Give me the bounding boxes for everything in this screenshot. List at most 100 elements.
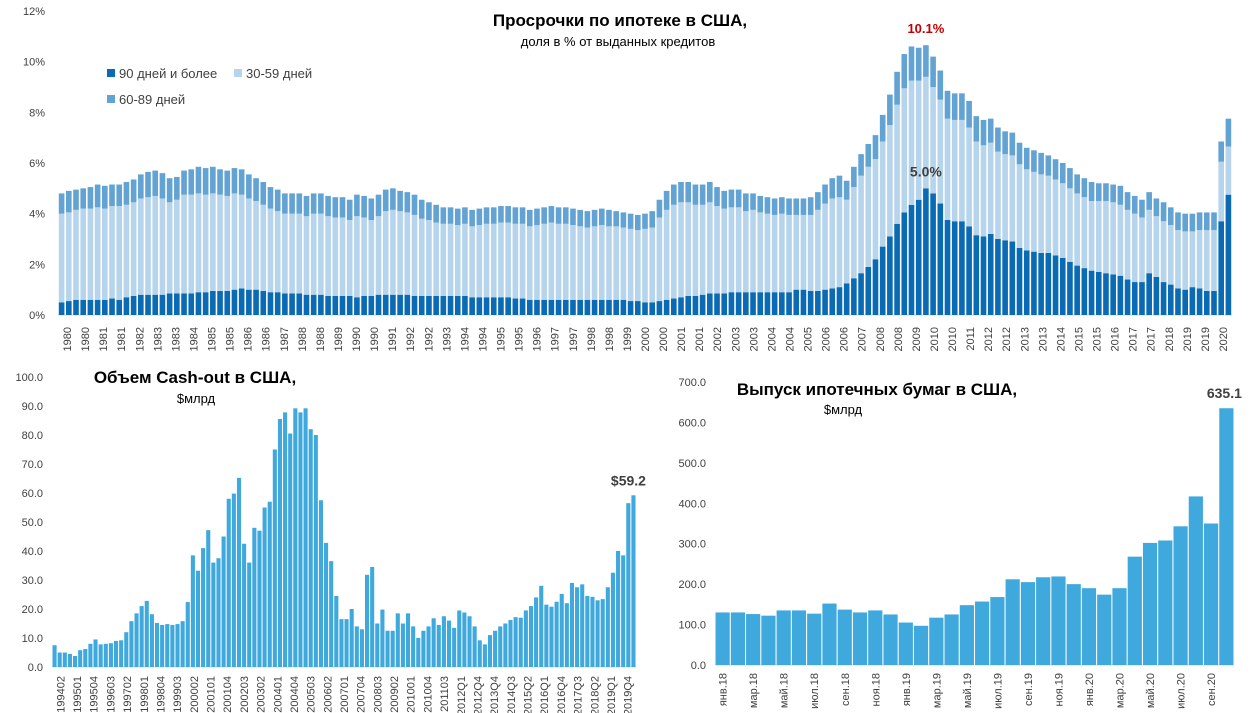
cashout-x-tick: 199903 [172, 676, 184, 713]
mbs-y-tick: 400.0 [678, 498, 706, 510]
bar-90-plus [764, 292, 771, 315]
bar-60-89 [1139, 199, 1145, 218]
cashout-x-tick: 199603 [105, 676, 117, 713]
bar-30-59 [1081, 197, 1088, 269]
bar-90-plus [303, 294, 310, 315]
cashout-bar [539, 585, 544, 667]
cashout-bar [252, 527, 257, 667]
bar-30-59 [483, 223, 490, 298]
bar-30-59 [73, 209, 79, 300]
cashout-chart-title: Объем Cash-out в США, [94, 368, 296, 387]
bar-90-plus [843, 283, 850, 315]
bar-90-plus [195, 292, 202, 315]
bar-60-89 [858, 154, 864, 176]
bar-90-plus [1139, 282, 1145, 315]
bar-90-plus [743, 292, 749, 315]
bar-30-59 [1117, 204, 1124, 276]
bar-60-89 [656, 199, 663, 218]
cashout-x-tick: 199801 [139, 676, 151, 713]
bar-30-59 [469, 226, 475, 298]
bar-90-plus [786, 292, 792, 315]
mbs-bar [1081, 588, 1097, 665]
cashout-bar [487, 635, 493, 667]
bar-90-plus [1189, 287, 1196, 315]
bar-30-59 [130, 202, 137, 296]
delinquency-x-tick: 1992 [423, 327, 435, 351]
bar-60-89 [750, 193, 756, 210]
bar-60-89 [1052, 159, 1059, 180]
bar-60-89 [469, 209, 475, 227]
cashout-bar [365, 574, 370, 667]
bar-60-89 [908, 46, 915, 81]
bar-60-89 [851, 166, 857, 188]
bar-30-59 [260, 204, 267, 291]
mbs-bar [1020, 582, 1036, 665]
bar-30-59 [505, 222, 511, 298]
bar-30-59 [1160, 221, 1167, 283]
bar-90-plus [426, 296, 432, 315]
bar-30-59 [346, 220, 353, 296]
bar-30-59 [418, 218, 425, 296]
bar-90-plus [418, 296, 425, 315]
bar-30-59 [815, 209, 821, 291]
bar-60-89 [462, 207, 468, 224]
bar-90-plus [707, 293, 713, 315]
cashout-x-tick: 199501 [72, 676, 84, 713]
bar-30-59 [843, 199, 850, 284]
bar-30-59 [822, 203, 828, 290]
mbs-x-tick: янв.18 [718, 673, 730, 706]
delinquency-x-tick: 2019 [1200, 327, 1212, 351]
cashout-bar [83, 649, 88, 667]
mbs-bar [761, 615, 776, 665]
delinquency-x-tick: 2013 [1037, 327, 1049, 351]
bar-60-89 [260, 182, 267, 205]
bar-90-plus [296, 293, 303, 315]
bar-30-59 [109, 206, 115, 299]
bar-30-59 [1023, 169, 1030, 251]
bar-30-59 [512, 223, 519, 299]
bar-90-plus [166, 293, 173, 315]
cashout-x-tick: 200104 [222, 676, 234, 713]
bar-30-59 [1189, 231, 1196, 288]
bar-90-plus [995, 239, 1001, 315]
cashout-y-tick: 80.0 [22, 430, 43, 442]
bar-90-plus [584, 299, 591, 315]
bar-90-plus [231, 289, 238, 315]
bar-90-plus [462, 296, 468, 315]
bar-60-89 [1009, 132, 1016, 156]
delinquency-x-tick: 2008 [893, 327, 905, 351]
bar-90-plus [224, 290, 231, 315]
cashout-bar [329, 561, 334, 667]
bar-60-89 [980, 119, 987, 146]
bar-30-59 [1211, 230, 1217, 291]
delinquency-x-tick: 1998 [604, 327, 616, 351]
bar-30-59 [1067, 188, 1073, 262]
bar-90-plus [642, 302, 648, 315]
bar-90-plus [318, 294, 324, 315]
bar-30-59 [1124, 209, 1131, 280]
bar-30-59 [872, 159, 879, 260]
cashout-bar [585, 595, 590, 667]
bar-30-59 [995, 151, 1001, 239]
delinquency-y-tick: 0% [29, 310, 45, 322]
bar-90-plus [1045, 252, 1052, 315]
cashout-bar [88, 643, 93, 667]
mbs-y-tick: 700.0 [678, 377, 706, 389]
cashout-bar [149, 614, 154, 667]
bar-30-59 [707, 202, 713, 294]
mbs-bar [1173, 526, 1188, 665]
bar-60-89 [123, 182, 130, 205]
bar-90-plus [1175, 288, 1181, 315]
bar-30-59 [562, 223, 569, 300]
delinquency-x-tick: 1988 [315, 327, 327, 351]
bar-30-59 [303, 216, 310, 295]
delinquency-x-tick: 1998 [586, 327, 598, 351]
cashout-x-tick: 2017Q3 [573, 676, 585, 713]
bar-30-59 [476, 225, 483, 298]
bar-90-plus [858, 273, 864, 315]
bar-60-89 [217, 169, 223, 195]
bar-60-89 [361, 195, 367, 218]
bar-60-89 [642, 213, 648, 229]
bar-60-89 [671, 184, 677, 205]
bar-30-59 [246, 198, 252, 290]
